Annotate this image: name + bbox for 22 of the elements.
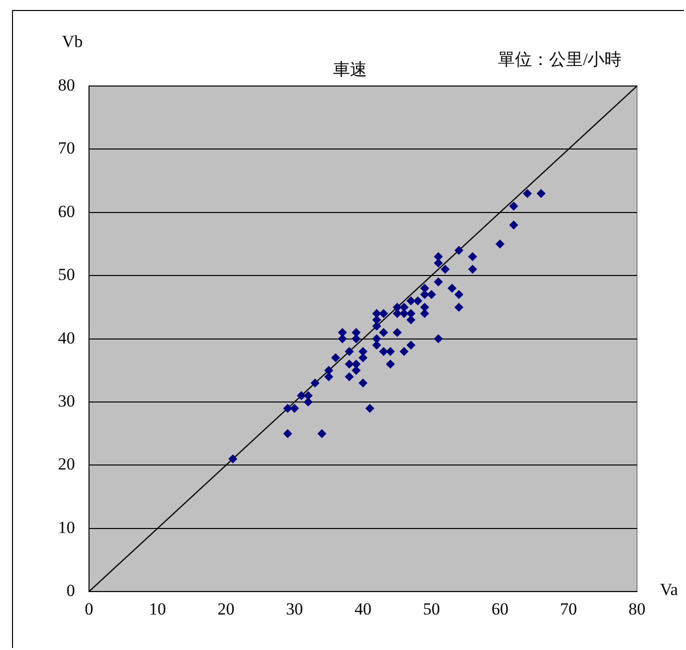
x-tick-label: 20 <box>218 599 234 618</box>
x-tick-label: 40 <box>354 599 372 618</box>
x-axis-title: Va <box>660 580 678 600</box>
y-axis-title: Vb <box>62 32 83 52</box>
x-tick-label: 70 <box>560 599 577 618</box>
x-tick-label: 0 <box>84 599 94 618</box>
y-tick-label: 60 <box>58 202 75 221</box>
text: 單位：公里/小時 <box>498 49 622 71</box>
x-tick-label: 30 <box>286 599 303 618</box>
y-tick-label: 20 <box>58 454 75 474</box>
y-tick-label: 40 <box>58 328 75 348</box>
y-tick-label: 0 <box>66 581 75 600</box>
x-tick-label: 80 <box>628 599 646 618</box>
chart-title: 車速 <box>333 59 367 81</box>
y-tick-label: 50 <box>58 265 75 284</box>
x-tick-label: 10 <box>149 599 166 618</box>
x-tick-label: 50 <box>423 599 440 618</box>
y-tick-label: 70 <box>58 138 75 158</box>
y-tick-label: 80 <box>58 75 75 94</box>
y-tick-label: 30 <box>58 391 75 410</box>
x-tick-label: 60 <box>492 599 508 618</box>
y-tick-label: 10 <box>58 518 75 537</box>
